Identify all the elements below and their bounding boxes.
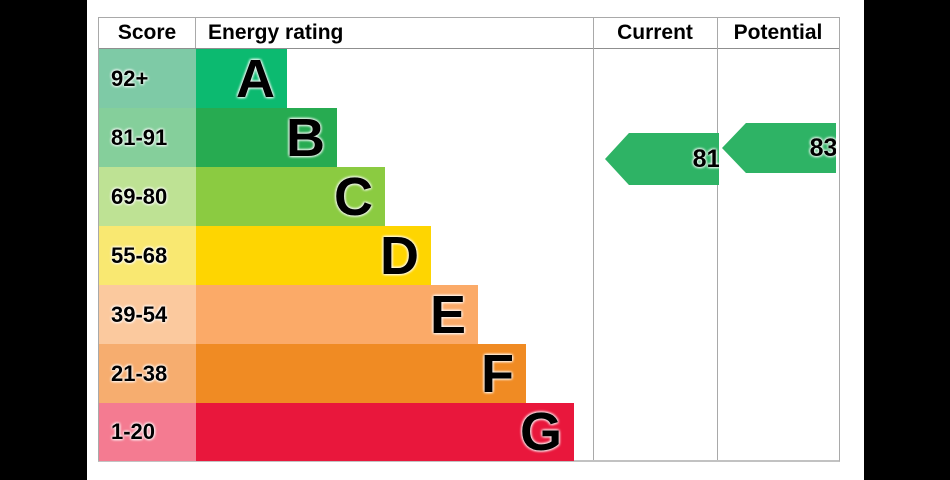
column-header-potential: Potential: [733, 21, 823, 44]
band-row-b: 81-91 B: [99, 108, 839, 167]
potential-column-divider: [717, 18, 718, 460]
rating-bar: D: [196, 226, 431, 285]
table-header-row: Score Energy rating Current Potential: [99, 18, 839, 49]
column-header-current: Current: [617, 21, 693, 44]
rating-bar: C: [196, 167, 385, 226]
band-row-d: 55-68 D: [99, 226, 839, 285]
score-cell: 21-38: [99, 344, 196, 403]
band-row-f: 21-38 F: [99, 344, 839, 403]
current-rating-arrow: 81 B: [605, 133, 719, 185]
potential-rating-label: 83 B: [809, 133, 863, 162]
band-letter: G: [519, 402, 562, 462]
rating-bar: F: [196, 344, 526, 403]
rating-bar: B: [196, 108, 337, 167]
band-row-c: 69-80 C: [99, 167, 839, 226]
band-letter: C: [334, 166, 373, 227]
score-cell: 69-80: [99, 167, 196, 226]
score-cell: 81-91: [99, 108, 196, 167]
score-cell: 92+: [99, 49, 196, 108]
score-cell: 39-54: [99, 285, 196, 344]
band-row-a: 92+ A: [99, 49, 839, 108]
potential-rating-arrow: 83 B: [722, 123, 836, 173]
band-row-e: 39-54 E: [99, 285, 839, 344]
column-header-energy-rating: Energy rating: [208, 21, 344, 44]
letterbox-left: [0, 0, 87, 480]
rating-bar: G: [196, 403, 574, 461]
band-letter: F: [481, 343, 514, 404]
band-letter: E: [429, 284, 466, 345]
column-header-score: Score: [99, 18, 196, 48]
score-cell: 1-20: [99, 403, 196, 461]
band-rows: 92+ A 81-91 B 69-80 C 55-68 D: [99, 49, 839, 461]
letterbox-right: [864, 0, 950, 480]
band-letter: D: [380, 225, 419, 286]
epc-table: Score Energy rating Current Potential 92…: [98, 17, 840, 462]
score-cell: 55-68: [99, 226, 196, 285]
current-column-divider: [593, 18, 594, 460]
current-rating-label: 81 B: [693, 145, 719, 174]
band-letter: A: [236, 48, 275, 109]
band-row-g: 1-20 G: [99, 403, 839, 461]
rating-bar: E: [196, 285, 478, 344]
rating-bar: A: [196, 49, 287, 108]
band-letter: B: [286, 107, 325, 168]
